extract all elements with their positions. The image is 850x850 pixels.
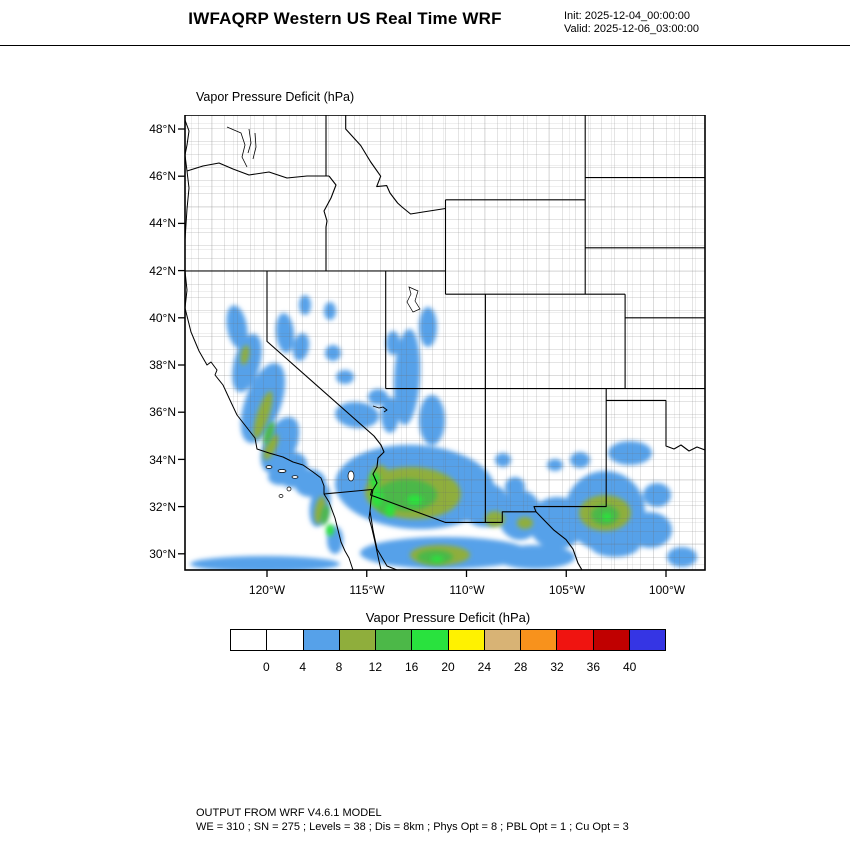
colorbar-cell <box>303 629 340 651</box>
lon-tick-label: 100°W <box>648 583 686 597</box>
longitude-axis: 120°W 115°W 110°W 105°W 100°W <box>227 583 707 597</box>
lat-tick-label: 34°N <box>149 452 176 467</box>
colorbar-tick-label: 24 <box>477 660 492 674</box>
colorbar-title: Vapor Pressure Deficit (hPa) <box>365 610 531 625</box>
colorbar-cell <box>521 629 558 651</box>
lat-tick-label: 32°N <box>149 499 176 514</box>
colorbar-tick-label: 20 <box>441 660 455 674</box>
footer-config-line: WE = 310 ; SN = 275 ; Levels = 38 ; Dis … <box>196 821 629 833</box>
channel-islands <box>265 465 299 498</box>
colorbar-cell <box>230 629 268 651</box>
map-canvas <box>178 115 706 577</box>
colorbar-cell <box>376 629 413 651</box>
footer: OUTPUT FROM WRF V4.6.1 MODEL WE = 310 ; … <box>196 806 629 834</box>
latitude-axis: 48°N 46°N 44°N 42°N 40°N 38°N 36°N 34°N 32°N 30°N <box>116 121 176 562</box>
lat-tick-label: 42°N <box>149 263 176 278</box>
lon-tick-label: 120°W <box>248 583 286 597</box>
colorbar-tick-label: 12 <box>368 660 383 674</box>
lakes <box>347 286 421 482</box>
lake-mead <box>372 405 388 413</box>
state-boundaries <box>185 115 705 570</box>
colorbar-tick-label: 8 <box>335 660 343 674</box>
colorbar-tick-label: 28 <box>513 660 528 674</box>
puget-sound-inlets <box>226 126 257 168</box>
lat-tick-label: 40°N <box>149 310 176 325</box>
colorbar-cell <box>412 629 449 651</box>
valid-time: Valid: 2025-12-06_03:00:00 <box>564 23 699 35</box>
map-frame-ticks <box>178 128 667 577</box>
salton-sea <box>347 470 355 482</box>
colorbar-cell <box>267 629 304 651</box>
field-label: Vapor Pressure Deficit (hPa) <box>196 90 355 104</box>
lat-tick-label: 38°N <box>149 358 176 373</box>
colorbar-cell <box>484 629 521 651</box>
colorbar-cell <box>629 629 666 651</box>
coastline <box>185 119 398 570</box>
colorbar-tick-labels: 0 4 8 12 16 20 24 28 32 36 40 <box>230 660 666 675</box>
colorbar-tick-label: 4 <box>299 660 306 674</box>
lat-tick-label: 46°N <box>149 169 176 184</box>
lat-tick-label: 44°N <box>149 216 176 231</box>
header-divider <box>0 45 850 46</box>
colorbar-cell <box>339 629 376 651</box>
map-frame <box>184 115 706 571</box>
colorbar-tick-label: 32 <box>550 660 564 674</box>
colorbar-tick-label: 36 <box>586 660 601 674</box>
lon-tick-label: 105°W <box>548 583 586 597</box>
lat-tick-label: 30°N <box>149 546 176 561</box>
colorbar-cell <box>593 629 630 651</box>
colorbar-tick-label: 0 <box>262 660 270 674</box>
footer-model-line: OUTPUT FROM WRF V4.6.1 MODEL <box>196 807 382 819</box>
run-info: Init: 2025-12-04_00:00:00 Valid: 2025-12… <box>564 10 699 36</box>
great-salt-lake <box>406 286 421 313</box>
init-time: Init: 2025-12-04_00:00:00 <box>564 10 690 22</box>
colorbar-cell <box>557 629 594 651</box>
colorbar-tick-label: 16 <box>404 660 419 674</box>
colorbar <box>230 629 666 651</box>
colorbar-tick-label: 40 <box>622 660 637 674</box>
page-title: IWFAQRP Western US Real Time WRF <box>188 9 502 28</box>
colorbar-cell <box>448 629 485 651</box>
lat-tick-label: 48°N <box>149 122 176 136</box>
lat-tick-label: 36°N <box>149 405 176 420</box>
lon-tick-label: 110°W <box>449 583 485 597</box>
lon-tick-label: 115°W <box>349 583 385 597</box>
